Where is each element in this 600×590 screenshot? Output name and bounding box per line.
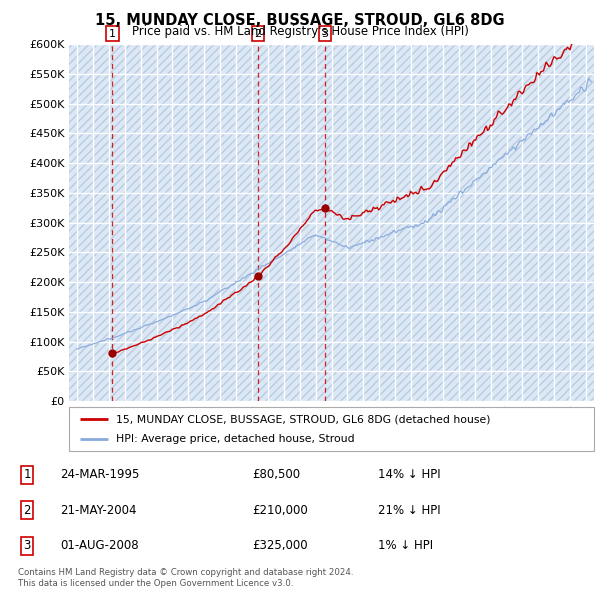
- Text: HPI: Average price, detached house, Stroud: HPI: Average price, detached house, Stro…: [116, 434, 355, 444]
- Text: 15, MUNDAY CLOSE, BUSSAGE, STROUD, GL6 8DG: 15, MUNDAY CLOSE, BUSSAGE, STROUD, GL6 8…: [95, 13, 505, 28]
- Text: 2: 2: [254, 29, 262, 39]
- Text: 21% ↓ HPI: 21% ↓ HPI: [378, 504, 440, 517]
- Text: £325,000: £325,000: [252, 539, 308, 552]
- Text: 1: 1: [109, 29, 116, 39]
- FancyBboxPatch shape: [69, 407, 594, 451]
- Text: 24-MAR-1995: 24-MAR-1995: [60, 468, 139, 481]
- Text: Contains HM Land Registry data © Crown copyright and database right 2024.
This d: Contains HM Land Registry data © Crown c…: [18, 568, 353, 588]
- Text: 21-MAY-2004: 21-MAY-2004: [60, 504, 137, 517]
- Text: 2: 2: [23, 504, 31, 517]
- Text: Price paid vs. HM Land Registry's House Price Index (HPI): Price paid vs. HM Land Registry's House …: [131, 25, 469, 38]
- Text: £210,000: £210,000: [252, 504, 308, 517]
- Text: 01-AUG-2008: 01-AUG-2008: [60, 539, 139, 552]
- Text: 1% ↓ HPI: 1% ↓ HPI: [378, 539, 433, 552]
- Text: 15, MUNDAY CLOSE, BUSSAGE, STROUD, GL6 8DG (detached house): 15, MUNDAY CLOSE, BUSSAGE, STROUD, GL6 8…: [116, 415, 491, 424]
- Text: 3: 3: [23, 539, 31, 552]
- Text: £80,500: £80,500: [252, 468, 300, 481]
- Text: 3: 3: [322, 29, 328, 39]
- Text: 14% ↓ HPI: 14% ↓ HPI: [378, 468, 440, 481]
- Text: 1: 1: [23, 468, 31, 481]
